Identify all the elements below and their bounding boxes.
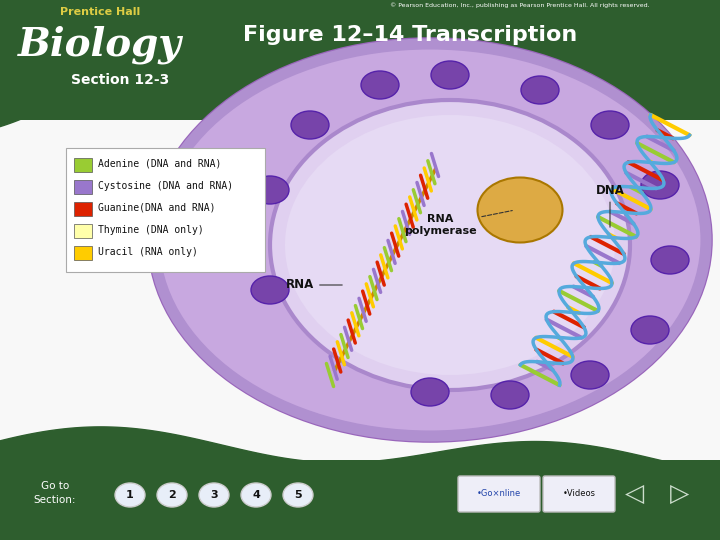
Text: ◁: ◁ (626, 482, 644, 506)
Ellipse shape (157, 483, 187, 507)
Bar (0, 0, 720, 120)
Ellipse shape (115, 483, 145, 507)
Ellipse shape (241, 483, 271, 507)
Ellipse shape (641, 171, 679, 199)
Bar (0, 80, 720, 460)
Text: Cystosine (DNA and RNA): Cystosine (DNA and RNA) (98, 181, 233, 191)
Ellipse shape (270, 100, 630, 390)
Text: Section 12-3: Section 12-3 (71, 73, 169, 87)
Ellipse shape (491, 381, 529, 409)
Ellipse shape (150, 40, 710, 440)
Text: Prentice Hall: Prentice Hall (60, 7, 140, 17)
Bar (0, 460, 720, 540)
Text: 1: 1 (126, 490, 134, 500)
Ellipse shape (285, 115, 615, 375)
Text: ▷: ▷ (670, 482, 690, 506)
Text: 4: 4 (252, 490, 260, 500)
Ellipse shape (591, 111, 629, 139)
Ellipse shape (477, 178, 562, 242)
Ellipse shape (631, 316, 669, 344)
Text: •Videos: •Videos (562, 489, 595, 498)
Ellipse shape (571, 361, 609, 389)
Text: Guanine(DNA and RNA): Guanine(DNA and RNA) (98, 203, 215, 213)
Ellipse shape (251, 276, 289, 304)
Ellipse shape (199, 483, 229, 507)
Text: RNA: RNA (286, 279, 342, 292)
Ellipse shape (431, 61, 469, 89)
Text: DNA: DNA (595, 184, 624, 227)
Text: © Pearson Education, Inc., publishing as Pearson Prentice Hall. All rights reser: © Pearson Education, Inc., publishing as… (390, 2, 650, 8)
Polygon shape (0, 0, 290, 134)
Ellipse shape (651, 246, 689, 274)
Text: RNA
polymerase: RNA polymerase (404, 211, 512, 236)
FancyBboxPatch shape (458, 476, 540, 512)
Polygon shape (0, 427, 720, 540)
Bar (74, 202, 92, 216)
Text: Adenine (DNA and RNA): Adenine (DNA and RNA) (98, 159, 221, 169)
Text: Biology: Biology (18, 26, 182, 64)
Ellipse shape (361, 71, 399, 99)
Text: 5: 5 (294, 490, 302, 500)
Ellipse shape (521, 76, 559, 104)
FancyBboxPatch shape (543, 476, 615, 512)
Text: 2: 2 (168, 490, 176, 500)
Text: Uracil (RNA only): Uracil (RNA only) (98, 247, 198, 257)
Bar (74, 158, 92, 172)
Text: Thymine (DNA only): Thymine (DNA only) (98, 225, 204, 235)
Bar (74, 246, 92, 260)
Ellipse shape (251, 176, 289, 204)
Bar (74, 224, 92, 238)
Ellipse shape (291, 111, 329, 139)
Ellipse shape (283, 483, 313, 507)
Text: •Go×nline: •Go×nline (477, 489, 521, 498)
Text: Go to
Section:: Go to Section: (34, 481, 76, 504)
Bar (74, 180, 92, 194)
Polygon shape (0, 0, 720, 90)
Text: Figure 12–14 Transcription: Figure 12–14 Transcription (243, 25, 577, 45)
Text: 3: 3 (210, 490, 218, 500)
FancyBboxPatch shape (66, 148, 265, 272)
Ellipse shape (411, 378, 449, 406)
